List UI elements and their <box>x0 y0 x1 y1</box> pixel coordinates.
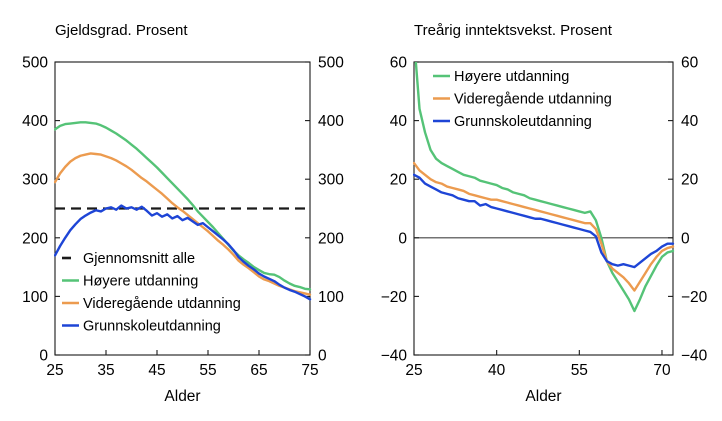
chart-title-inntektsvekst: Treårig inntektsvekst. Prosent <box>414 22 612 39</box>
y-tick-label-left: 500 <box>22 55 48 72</box>
legend-label-videreg-ende-utdanning: Videregående utdanning <box>83 296 241 312</box>
x-tick-label: 25 <box>46 362 63 379</box>
y-tick-label-right: 400 <box>318 113 344 130</box>
legend-label-h-yere-utdanning: Høyere utdanning <box>83 274 198 290</box>
x-axis-label-right: Alder <box>525 388 562 405</box>
y-tick-label-left: 200 <box>22 230 48 247</box>
x-axis-label-left: Alder <box>164 388 201 405</box>
y-tick-label-left: 400 <box>22 113 48 130</box>
legend-label-grunnskoleutdanning: Grunnskoleutdanning <box>454 114 592 130</box>
series-line-grunnskoleutdanning <box>413 173 675 269</box>
y-tick-label-left: 60 <box>390 55 408 72</box>
y-tick-label-left: −20 <box>381 289 408 306</box>
x-tick-label: 55 <box>571 362 588 379</box>
series-line-videreg-ende-utdanning <box>413 161 675 292</box>
x-tick-label: 65 <box>250 362 267 379</box>
x-tick-label: 70 <box>653 362 671 379</box>
y-tick-label-left: 100 <box>22 289 48 306</box>
y-tick-label-right: 0 <box>318 348 327 365</box>
series-line-grunnskoleutdanning <box>54 204 312 301</box>
x-tick-label: 75 <box>301 362 318 379</box>
y-tick-label-left: 300 <box>22 172 48 189</box>
y-tick-label-right: 300 <box>318 172 344 189</box>
x-tick-label: 45 <box>148 362 165 379</box>
y-tick-label-right: 500 <box>318 55 344 72</box>
x-tick-label: 25 <box>405 362 422 379</box>
legend-label-grunnskoleutdanning: Grunnskoleutdanning <box>83 319 221 335</box>
series-line-h-yere-utdanning <box>54 121 312 291</box>
y-tick-label-right: 100 <box>318 289 344 306</box>
y-tick-label-right: 40 <box>681 113 699 130</box>
series-group <box>54 121 312 301</box>
y-tick-label-right: −20 <box>681 289 708 306</box>
chart-title-gjeldsgrad: Gjeldsgrad. Prosent <box>55 22 188 39</box>
y-tick-label-right: −40 <box>681 348 708 365</box>
y-tick-label-right: 200 <box>318 230 344 247</box>
y-tick-label-right: 60 <box>681 55 699 72</box>
x-tick-label: 35 <box>97 362 114 379</box>
y-tick-label-left: 20 <box>390 172 408 189</box>
y-tick-label-right: 0 <box>681 230 690 247</box>
legend-label-videreg-ende-utdanning: Videregående utdanning <box>454 92 612 108</box>
y-tick-label-left: 0 <box>398 230 407 247</box>
x-tick-label: 40 <box>488 362 506 379</box>
y-tick-label-left: 40 <box>390 113 408 130</box>
series-line-h-yere-utdanning <box>414 62 675 313</box>
y-tick-label-right: 20 <box>681 172 699 189</box>
legend-label-h-yere-utdanning: Høyere utdanning <box>454 69 569 85</box>
plot-box <box>413 61 674 356</box>
legend-label-gjennomsnitt-alle: Gjennomsnitt alle <box>83 251 195 267</box>
y-tick-label-left: −40 <box>381 348 408 365</box>
x-tick-label: 55 <box>199 362 216 379</box>
y-tick-label-left: 0 <box>39 348 48 365</box>
series-group <box>413 62 675 313</box>
series-line-videreg-ende-utdanning <box>54 152 312 296</box>
